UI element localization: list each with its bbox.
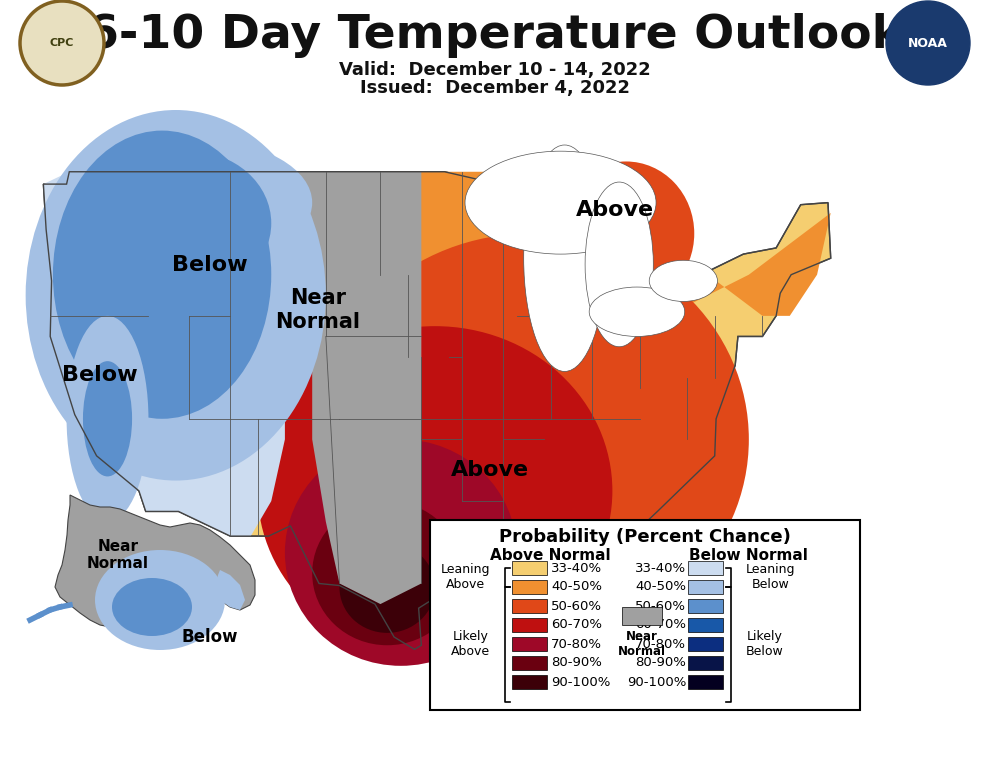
Text: 60-70%: 60-70% bbox=[551, 618, 602, 631]
Ellipse shape bbox=[95, 550, 225, 650]
Bar bbox=[430, 520, 860, 710]
Polygon shape bbox=[380, 172, 831, 584]
Bar bbox=[512, 618, 547, 632]
Ellipse shape bbox=[465, 151, 656, 254]
Ellipse shape bbox=[285, 439, 517, 666]
Text: 33-40%: 33-40% bbox=[551, 562, 602, 575]
Polygon shape bbox=[215, 570, 245, 610]
Polygon shape bbox=[44, 172, 831, 649]
Text: 70-80%: 70-80% bbox=[635, 637, 686, 650]
Ellipse shape bbox=[83, 361, 132, 477]
Bar bbox=[688, 561, 723, 575]
Text: Below: Below bbox=[182, 628, 239, 646]
Ellipse shape bbox=[340, 542, 435, 633]
Text: 40-50%: 40-50% bbox=[635, 581, 686, 594]
Bar bbox=[688, 580, 723, 594]
Ellipse shape bbox=[312, 233, 748, 645]
Ellipse shape bbox=[649, 260, 718, 301]
Bar bbox=[688, 599, 723, 613]
Text: Below: Below bbox=[172, 255, 248, 275]
Bar bbox=[512, 656, 547, 670]
Text: CPC: CPC bbox=[50, 38, 74, 48]
Text: Below: Below bbox=[62, 365, 138, 385]
Bar bbox=[512, 675, 547, 689]
Bar bbox=[512, 599, 547, 613]
Text: Near
Normal: Near Normal bbox=[618, 630, 666, 658]
Text: Leaning
Below: Leaning Below bbox=[746, 563, 796, 591]
Ellipse shape bbox=[557, 161, 694, 305]
Ellipse shape bbox=[108, 151, 271, 295]
Polygon shape bbox=[44, 172, 285, 536]
Text: 50-60%: 50-60% bbox=[635, 600, 686, 613]
Text: 6-10 Day Temperature Outlook: 6-10 Day Temperature Outlook bbox=[86, 12, 904, 57]
Bar bbox=[688, 637, 723, 651]
Text: 33-40%: 33-40% bbox=[635, 562, 686, 575]
Ellipse shape bbox=[312, 501, 462, 645]
Bar bbox=[688, 618, 723, 632]
Ellipse shape bbox=[52, 131, 271, 418]
Bar bbox=[512, 637, 547, 651]
Text: Above Normal: Above Normal bbox=[490, 548, 610, 563]
Circle shape bbox=[20, 1, 104, 85]
Text: Leaning
Above: Leaning Above bbox=[441, 563, 490, 591]
Text: Below Normal: Below Normal bbox=[689, 548, 808, 563]
Ellipse shape bbox=[112, 578, 192, 636]
Text: Near
Normal: Near Normal bbox=[275, 288, 360, 331]
Text: 60-70%: 60-70% bbox=[635, 618, 686, 631]
Ellipse shape bbox=[589, 287, 685, 337]
Ellipse shape bbox=[524, 145, 606, 372]
Text: 50-60%: 50-60% bbox=[551, 600, 602, 613]
Text: Valid:  December 10 - 14, 2022: Valid: December 10 - 14, 2022 bbox=[340, 61, 650, 79]
Text: 80-90%: 80-90% bbox=[636, 656, 686, 669]
Text: 40-50%: 40-50% bbox=[551, 581, 602, 594]
Bar bbox=[512, 561, 547, 575]
Text: 90-100%: 90-100% bbox=[551, 675, 611, 688]
Text: NOAA: NOAA bbox=[908, 37, 948, 50]
Ellipse shape bbox=[257, 326, 613, 656]
Bar bbox=[688, 656, 723, 670]
Polygon shape bbox=[55, 495, 255, 640]
Ellipse shape bbox=[26, 110, 326, 480]
Text: Near
Normal: Near Normal bbox=[87, 539, 149, 571]
Circle shape bbox=[886, 1, 970, 85]
Bar bbox=[512, 580, 547, 594]
Text: Above: Above bbox=[576, 200, 654, 220]
Polygon shape bbox=[285, 172, 422, 604]
Text: Probability (Percent Chance): Probability (Percent Chance) bbox=[499, 528, 791, 546]
Bar bbox=[622, 607, 662, 625]
Bar bbox=[688, 675, 723, 689]
Text: Likely
Below: Likely Below bbox=[746, 630, 784, 658]
Text: Likely
Above: Likely Above bbox=[450, 630, 490, 658]
Text: 90-100%: 90-100% bbox=[627, 675, 686, 688]
Text: 80-90%: 80-90% bbox=[551, 656, 602, 669]
Ellipse shape bbox=[94, 141, 312, 265]
Ellipse shape bbox=[585, 182, 653, 347]
Text: Above: Above bbox=[450, 460, 529, 480]
Text: 70-80%: 70-80% bbox=[551, 637, 602, 650]
Text: Issued:  December 4, 2022: Issued: December 4, 2022 bbox=[360, 79, 630, 97]
Ellipse shape bbox=[66, 316, 148, 522]
